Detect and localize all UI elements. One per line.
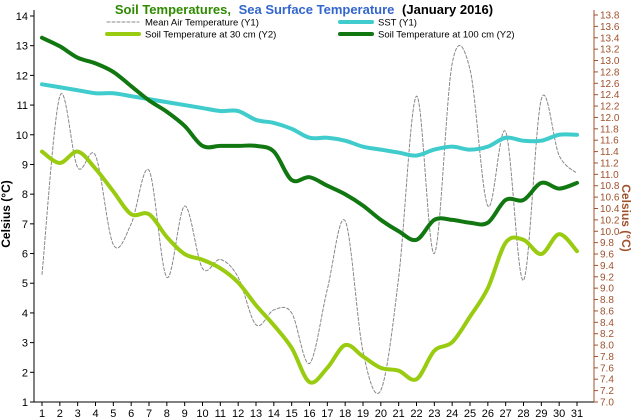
- y2-tick-label: 9.4: [600, 261, 614, 272]
- x-tick-label: 6: [128, 408, 134, 420]
- x-tick-label: 15: [286, 408, 298, 420]
- y-axis-label: Celsius (°C): [0, 180, 13, 247]
- x-tick-label: 9: [182, 408, 188, 420]
- y-tick-label: 14: [16, 11, 28, 23]
- y2-tick-label: 12.4: [600, 90, 620, 101]
- y-tick-label: 6: [22, 249, 28, 261]
- y2-tick-label: 12.6: [600, 79, 620, 90]
- y2-tick-label: 7.4: [600, 375, 614, 386]
- y-tick-label: 7: [22, 219, 28, 231]
- y2-tick-label: 12.8: [600, 67, 620, 78]
- series-line-air-temp: [41, 45, 578, 394]
- y-tick-label: 2: [22, 367, 28, 379]
- y2-tick-label: 13.2: [600, 45, 620, 56]
- x-tick-label: 14: [268, 408, 280, 420]
- x-tick-label: 12: [232, 408, 244, 420]
- y2-tick-label: 12.2: [600, 102, 620, 113]
- legend-label-air-temp: Mean Air Temperature (Y1): [145, 18, 259, 29]
- y2-tick-label: 7.2: [600, 386, 614, 397]
- y2-tick-label: 10.0: [600, 227, 620, 238]
- legend: Mean Air Temperature (Y1) SST (Y1)Soil Te…: [105, 18, 515, 41]
- y2-tick-label: 8.4: [600, 318, 614, 329]
- chart-title-part1: Soil Temperatures,: [115, 2, 231, 17]
- y-tick-label: 12: [16, 70, 28, 82]
- y-tick-label: 8: [22, 189, 28, 201]
- y2-tick-label: 13.0: [600, 56, 620, 67]
- y-tick-label: 5: [22, 278, 28, 290]
- y2-tick-label: 11.0: [600, 170, 619, 181]
- x-tick-label: 27: [500, 408, 512, 420]
- x-tick-label: 8: [164, 408, 170, 420]
- y2-tick-label: 13.4: [600, 33, 620, 44]
- x-tick-label: 31: [571, 408, 583, 420]
- x-tick-label: 18: [339, 408, 351, 420]
- y2-tick-label: 9.2: [600, 272, 614, 283]
- series-lines: [40, 35, 579, 394]
- y-tick-label: 9: [22, 159, 28, 171]
- x-tick-label: 1: [39, 408, 45, 420]
- y2-tick-label: 11.2: [600, 158, 619, 169]
- y2-tick-label: 8.0: [600, 341, 614, 352]
- x-tick-label: 23: [428, 408, 440, 420]
- y2-tick-label: 8.2: [600, 329, 614, 340]
- legend-label-soil-100cm: Soil Temperature at 100 cm (Y2): [378, 30, 515, 41]
- chart-title: Soil Temperatures, Sea Surface Temperatu…: [115, 2, 493, 17]
- series-line-soil-30cm: [40, 149, 579, 385]
- chart-title-part3: (January 2016): [402, 2, 493, 17]
- y2-tick-label: 10.8: [600, 181, 620, 192]
- y2-tick-label: 13.6: [600, 22, 620, 33]
- y-tick-label: 10: [16, 130, 28, 142]
- x-tick-label: 5: [110, 408, 116, 420]
- y2-tick-label: 7.8: [600, 352, 614, 363]
- y-tick-label: 1: [22, 397, 28, 409]
- y-tick-label: 11: [17, 100, 28, 112]
- series-line-soil-100cm: [40, 35, 579, 243]
- y-tick-label: 4: [22, 308, 28, 320]
- x-tick-label: 19: [357, 408, 369, 420]
- y2-axis-label: Celsius (°C): [619, 184, 633, 251]
- y-tick-label: 13: [16, 41, 28, 53]
- x-tick-label: 13: [250, 408, 262, 420]
- y2-tick-label: 9.6: [600, 250, 614, 261]
- x-tick-label: 10: [196, 408, 208, 420]
- legend-label-sst: SST (Y1): [378, 18, 417, 29]
- x-tick-label: 16: [303, 408, 315, 420]
- y2-tick-label: 11.4: [600, 147, 619, 158]
- y2-tick-label: 11.6: [600, 136, 619, 147]
- x-tick-label: 3: [75, 408, 81, 420]
- x-tick-label: 21: [393, 408, 405, 420]
- y2-tick-label: 10.2: [600, 215, 620, 226]
- axes: 12345678910111213147.07.27.47.67.88.08.2…: [16, 10, 620, 420]
- y-tick-label: 3: [22, 338, 28, 350]
- y2-tick-label: 7.6: [600, 363, 614, 374]
- y2-tick-label: 8.6: [600, 306, 614, 317]
- chart-title-part2: Sea Surface Temperature: [239, 2, 395, 17]
- x-tick-label: 4: [92, 408, 98, 420]
- y2-tick-label: 9.0: [600, 284, 614, 295]
- x-tick-label: 7: [146, 408, 152, 420]
- y2-tick-label: 10.6: [600, 193, 620, 204]
- y2-tick-label: 7.0: [600, 398, 614, 409]
- x-tick-label: 25: [464, 408, 476, 420]
- x-tick-label: 20: [375, 408, 387, 420]
- legend-label-soil-30cm: Soil Temperature at 30 cm (Y2): [145, 30, 276, 41]
- y2-tick-label: 11.8: [600, 124, 619, 135]
- series-line-sst: [40, 82, 579, 158]
- y2-tick-label: 8.8: [600, 295, 614, 306]
- x-tick-label: 17: [321, 408, 333, 420]
- y2-tick-label: 10.4: [600, 204, 620, 215]
- x-tick-label: 29: [535, 408, 547, 420]
- y2-tick-label: 13.8: [600, 11, 620, 22]
- x-tick-label: 28: [517, 408, 529, 420]
- y2-tick-label: 12.0: [600, 113, 620, 124]
- x-tick-label: 30: [553, 408, 565, 420]
- x-tick-label: 22: [410, 408, 422, 420]
- x-tick-label: 11: [215, 408, 226, 420]
- x-tick-label: 26: [482, 408, 494, 420]
- y2-tick-label: 9.8: [600, 238, 614, 249]
- x-tick-label: 24: [446, 408, 458, 420]
- x-tick-label: 2: [57, 408, 63, 420]
